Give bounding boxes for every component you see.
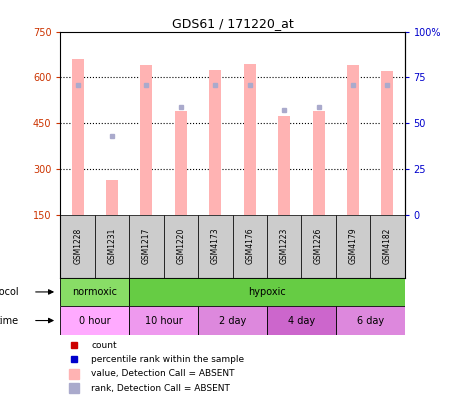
Text: count: count bbox=[92, 341, 117, 350]
Bar bbox=[209, 70, 221, 215]
Bar bbox=[198, 306, 267, 335]
Text: 6 day: 6 day bbox=[357, 316, 384, 326]
Text: 10 hour: 10 hour bbox=[145, 316, 183, 326]
Text: GSM1217: GSM1217 bbox=[142, 228, 151, 265]
Title: GDS61 / 171220_at: GDS61 / 171220_at bbox=[172, 17, 293, 30]
Bar bbox=[301, 215, 336, 278]
Bar bbox=[106, 180, 118, 215]
Text: protocol: protocol bbox=[0, 287, 19, 297]
Bar bbox=[381, 71, 393, 215]
Text: normoxic: normoxic bbox=[73, 287, 117, 297]
Bar bbox=[129, 215, 164, 278]
Text: GSM4179: GSM4179 bbox=[348, 228, 358, 265]
Bar bbox=[370, 215, 405, 278]
Bar bbox=[267, 215, 301, 278]
Bar bbox=[232, 215, 267, 278]
Bar bbox=[267, 306, 336, 335]
Text: GSM1228: GSM1228 bbox=[73, 228, 82, 264]
Bar bbox=[244, 64, 256, 215]
Bar bbox=[336, 306, 405, 335]
Bar bbox=[72, 59, 84, 215]
Text: time: time bbox=[0, 316, 19, 326]
Text: 2 day: 2 day bbox=[219, 316, 246, 326]
Text: GSM1226: GSM1226 bbox=[314, 228, 323, 265]
Bar bbox=[60, 306, 129, 335]
Text: GSM4176: GSM4176 bbox=[245, 228, 254, 265]
Bar bbox=[129, 278, 405, 306]
Bar bbox=[95, 215, 129, 278]
Bar bbox=[60, 278, 129, 306]
Bar bbox=[312, 111, 325, 215]
Text: 0 hour: 0 hour bbox=[79, 316, 111, 326]
Bar bbox=[175, 111, 187, 215]
Text: GSM4182: GSM4182 bbox=[383, 228, 392, 265]
Bar bbox=[198, 215, 232, 278]
Text: hypoxic: hypoxic bbox=[248, 287, 286, 297]
Bar bbox=[164, 215, 198, 278]
Bar bbox=[347, 65, 359, 215]
Bar bbox=[278, 116, 290, 215]
Text: rank, Detection Call = ABSENT: rank, Detection Call = ABSENT bbox=[92, 384, 230, 392]
Text: GSM1223: GSM1223 bbox=[279, 228, 289, 265]
Bar bbox=[140, 65, 153, 215]
Text: GSM1220: GSM1220 bbox=[176, 228, 186, 265]
Text: value, Detection Call = ABSENT: value, Detection Call = ABSENT bbox=[92, 369, 235, 378]
Bar bbox=[336, 215, 370, 278]
Bar bbox=[129, 306, 198, 335]
Text: GSM4173: GSM4173 bbox=[211, 228, 220, 265]
Text: percentile rank within the sample: percentile rank within the sample bbox=[92, 355, 245, 364]
Text: 4 day: 4 day bbox=[288, 316, 315, 326]
Text: GSM1231: GSM1231 bbox=[107, 228, 117, 265]
Bar bbox=[60, 215, 95, 278]
